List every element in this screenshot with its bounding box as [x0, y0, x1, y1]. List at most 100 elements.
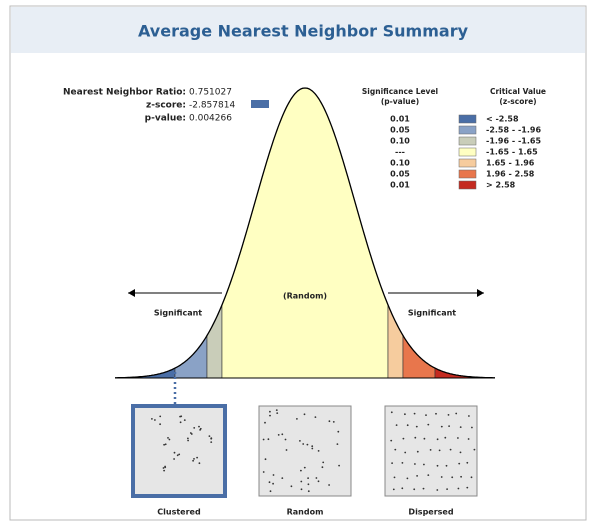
point [308, 490, 310, 492]
point [268, 438, 270, 440]
point [193, 427, 195, 429]
point [196, 457, 198, 459]
point [269, 415, 271, 417]
point [337, 431, 339, 433]
point [193, 458, 195, 460]
point [436, 489, 438, 491]
point [163, 470, 165, 472]
point [414, 463, 416, 465]
legend-swatch [459, 137, 476, 145]
point [460, 452, 462, 454]
point [278, 434, 280, 436]
point [165, 443, 167, 445]
point [187, 438, 189, 440]
stat-value: -2.857814 [189, 101, 235, 111]
point [177, 454, 179, 456]
point [163, 467, 165, 469]
point [159, 416, 161, 418]
point [458, 463, 460, 465]
legend-header: (p-value) [381, 97, 419, 106]
point [304, 467, 306, 469]
point [391, 411, 393, 413]
point [394, 477, 396, 479]
page: Average Nearest Neighbor Summary Signifi… [0, 0, 596, 526]
title: Average Nearest Neighbor Summary [138, 22, 469, 41]
point [301, 488, 303, 490]
point [300, 470, 302, 472]
pattern-box [133, 406, 225, 496]
point [167, 437, 169, 439]
point [173, 458, 175, 460]
point [457, 437, 459, 439]
point [439, 450, 441, 452]
legend-z: > 2.58 [486, 181, 516, 190]
point [178, 454, 180, 456]
point [416, 475, 418, 477]
legend-swatch [459, 115, 476, 123]
point [416, 426, 418, 428]
point [437, 438, 439, 440]
point [151, 418, 153, 420]
legend-z: < -2.58 [486, 115, 519, 124]
point [394, 449, 396, 451]
point [322, 466, 324, 468]
point [474, 449, 476, 451]
point [285, 439, 287, 441]
legend-p: 0.10 [390, 137, 410, 146]
point [402, 462, 404, 464]
point [328, 484, 330, 486]
point [187, 440, 189, 442]
point [318, 450, 320, 452]
point [200, 428, 202, 430]
point [446, 465, 448, 467]
point [272, 483, 274, 485]
point [191, 433, 193, 435]
point [299, 440, 301, 442]
point [264, 422, 266, 424]
stat-value: 0.751027 [189, 88, 232, 98]
legend-p: 0.10 [390, 159, 410, 168]
pattern-label: Clustered [157, 508, 201, 517]
point [263, 439, 265, 441]
point [276, 409, 278, 411]
point [471, 476, 473, 478]
point [427, 424, 429, 426]
point [466, 487, 468, 489]
point [159, 423, 161, 425]
point [179, 416, 181, 418]
point [441, 476, 443, 478]
point [466, 462, 468, 464]
point [269, 411, 271, 413]
point [308, 483, 310, 485]
point [401, 487, 403, 489]
legend-p: 0.01 [390, 181, 410, 190]
stat-value: 0.004266 [189, 114, 232, 124]
point [281, 477, 283, 479]
point [163, 444, 165, 446]
stat-label: p-value: [145, 114, 186, 124]
point [396, 424, 398, 426]
significant-right: Significant [408, 309, 456, 318]
significant-left: Significant [154, 309, 202, 318]
point [424, 438, 426, 440]
point [263, 471, 265, 473]
point [458, 488, 460, 490]
point [315, 416, 317, 418]
point [198, 426, 200, 428]
point [174, 452, 176, 454]
point [329, 420, 331, 422]
point [446, 488, 448, 490]
point [265, 458, 267, 460]
legend-z: 1.65 - 1.96 [486, 159, 535, 168]
point [270, 490, 272, 492]
point [427, 474, 429, 476]
point [273, 474, 275, 476]
legend-z: -1.65 - 1.65 [486, 148, 538, 157]
point [304, 413, 306, 415]
point [414, 413, 416, 415]
point [300, 481, 302, 483]
point [316, 477, 318, 479]
point [180, 421, 182, 423]
point [276, 412, 278, 414]
point [269, 481, 271, 483]
